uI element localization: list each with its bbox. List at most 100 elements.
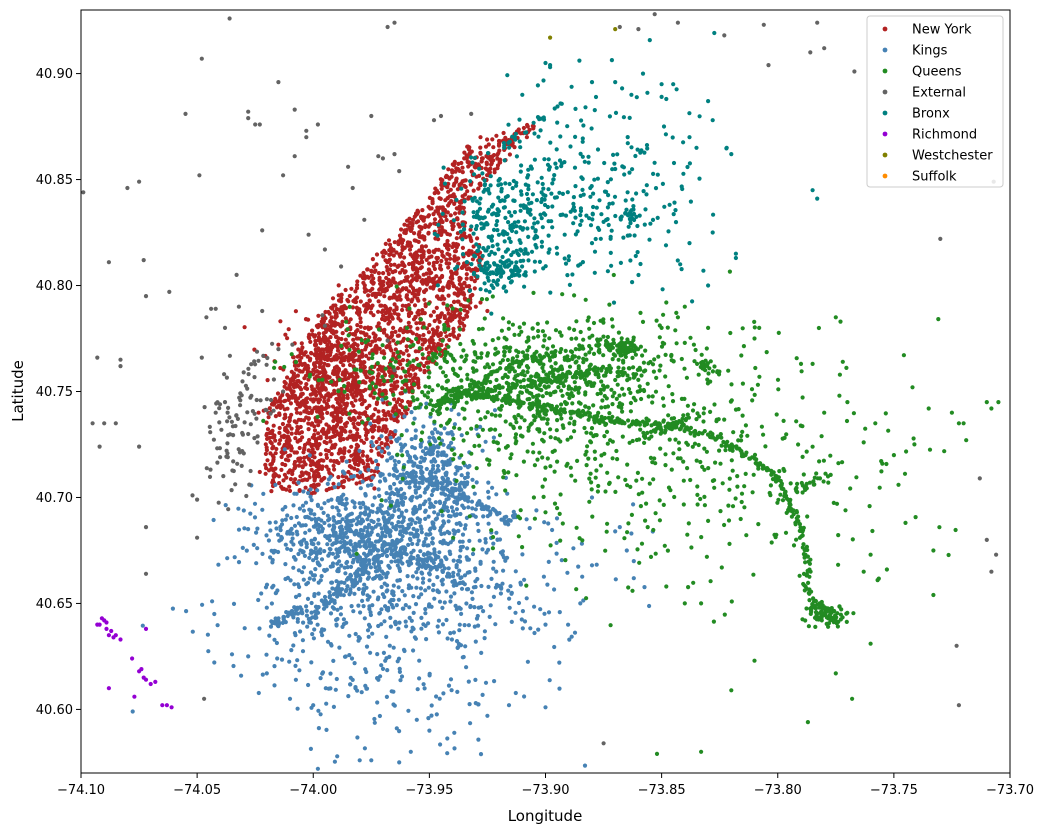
data-point <box>236 506 241 511</box>
data-point <box>454 166 459 171</box>
data-point <box>430 476 436 481</box>
data-point <box>450 509 456 514</box>
data-point <box>379 441 384 446</box>
data-point <box>524 596 529 601</box>
data-point <box>476 186 481 191</box>
data-point <box>449 637 454 642</box>
data-point <box>591 351 597 356</box>
data-point <box>391 466 397 471</box>
data-point <box>370 339 375 344</box>
data-point <box>366 293 371 298</box>
data-point <box>513 569 518 574</box>
data-point <box>410 494 415 499</box>
data-point <box>301 565 306 570</box>
data-point <box>240 545 245 551</box>
data-point <box>334 579 339 584</box>
data-point <box>358 299 363 304</box>
data-point <box>313 347 318 352</box>
data-point <box>411 256 416 261</box>
data-point <box>398 318 403 323</box>
data-point <box>613 377 618 383</box>
data-point <box>287 484 292 489</box>
data-point <box>426 621 431 626</box>
data-point <box>440 288 445 293</box>
data-point <box>426 301 431 306</box>
data-point <box>296 480 301 485</box>
data-point <box>410 574 415 579</box>
data-point <box>402 414 407 419</box>
data-point <box>384 264 389 270</box>
data-point <box>432 217 438 222</box>
data-point <box>419 530 424 535</box>
data-point <box>411 382 416 387</box>
data-point <box>315 527 320 532</box>
data-point <box>326 363 331 368</box>
data-point <box>278 438 283 443</box>
data-point <box>382 327 387 332</box>
data-point <box>307 620 312 625</box>
data-point <box>272 664 277 669</box>
data-point <box>473 701 478 706</box>
data-point <box>444 173 449 178</box>
data-point <box>328 547 333 552</box>
data-point <box>429 206 434 211</box>
data-point <box>420 352 425 357</box>
data-point <box>609 317 615 322</box>
data-point <box>402 222 407 227</box>
data-point <box>375 462 381 467</box>
data-point <box>465 376 470 382</box>
data-point <box>330 296 336 301</box>
data-point <box>437 499 442 504</box>
data-point <box>598 318 603 323</box>
data-point <box>341 617 346 622</box>
data-point <box>607 302 612 307</box>
data-point <box>273 466 278 471</box>
data-point <box>319 458 324 463</box>
data-point <box>442 600 447 605</box>
data-point <box>327 516 332 522</box>
data-point <box>451 528 456 533</box>
data-point <box>423 588 428 593</box>
data-point <box>360 411 365 416</box>
data-point <box>430 388 435 393</box>
data-point <box>351 557 356 563</box>
data-point <box>303 500 309 505</box>
data-point <box>630 355 635 360</box>
data-point <box>396 597 401 602</box>
data-point <box>415 397 420 402</box>
data-point <box>308 462 313 468</box>
data-point <box>398 559 403 564</box>
data-point <box>499 328 504 333</box>
data-point <box>663 374 668 379</box>
data-point <box>307 555 312 561</box>
data-point <box>508 584 513 589</box>
data-point <box>430 536 435 541</box>
data-point <box>397 359 402 364</box>
data-point <box>286 436 291 441</box>
data-point <box>394 527 399 532</box>
data-point <box>368 325 373 331</box>
data-point <box>396 397 401 402</box>
data-point <box>328 350 333 355</box>
data-point <box>661 312 666 317</box>
data-point <box>353 390 358 395</box>
data-point <box>446 265 451 270</box>
data-point <box>260 672 265 677</box>
data-point <box>464 482 469 487</box>
data-point <box>395 350 400 355</box>
data-point <box>485 308 490 314</box>
data-point <box>437 599 443 604</box>
data-point <box>513 610 518 615</box>
data-point <box>379 454 385 459</box>
data-point <box>362 568 368 573</box>
data-point <box>278 365 283 371</box>
data-point <box>456 572 461 577</box>
data-point <box>391 597 396 603</box>
data-point <box>453 314 458 320</box>
data-point <box>376 327 382 332</box>
data-point <box>309 660 314 665</box>
data-point <box>338 359 343 365</box>
data-point <box>428 271 433 276</box>
data-point <box>317 360 322 365</box>
data-point <box>424 401 429 406</box>
